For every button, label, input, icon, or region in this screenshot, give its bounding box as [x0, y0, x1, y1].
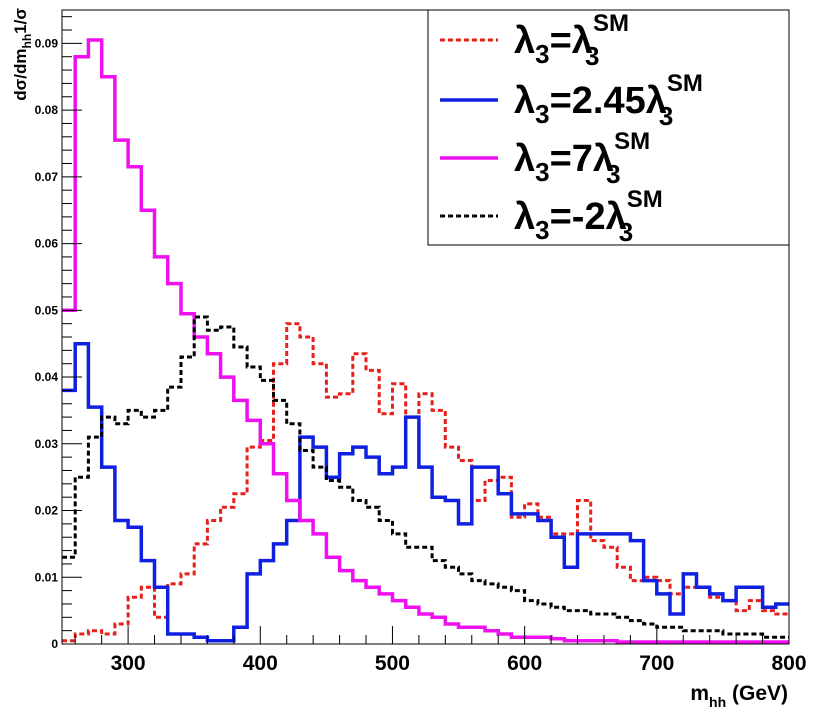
series-layer: [62, 38, 789, 644]
y-tick-label: 0.09: [35, 36, 59, 50]
legend-label: λ3=λSM 3: [514, 10, 629, 71]
series-line-2: [62, 38, 789, 644]
x-tick-label: 400: [243, 652, 278, 675]
series-line-3: [62, 315, 789, 639]
x-tick-label: 700: [639, 652, 674, 675]
y-tick-label: 0.02: [35, 504, 59, 518]
x-tick-label: 300: [111, 652, 146, 675]
y-tick-label: 0.07: [35, 170, 59, 184]
x-axis-title: mhh (GeV): [690, 682, 788, 710]
x-tick-label: 800: [771, 652, 806, 675]
series-line-0: [62, 322, 789, 643]
axes-layer: 300 400 500 600 700 800 0 0.01 0.02 0.03 0.04 0.05 0…: [35, 9, 807, 675]
y-tick-label: 0.01: [35, 570, 59, 584]
legend-label: λ3=7λSM 3: [514, 128, 650, 189]
y-tick-label: 0.03: [35, 437, 59, 451]
y-tick-label: 0: [51, 637, 58, 651]
series-line-1: [62, 341, 789, 643]
x-tick-label: 600: [507, 652, 542, 675]
legend-label: λ3=2.45λSM 3: [514, 70, 703, 131]
y-tick-label: 0.05: [35, 303, 59, 317]
y-tick-label: 0.04: [35, 370, 59, 384]
y-tick-label: 0.06: [35, 237, 59, 251]
plot-frame: [61, 9, 790, 645]
legend-label: λ3=-2λSM 3: [514, 186, 663, 247]
y-axis-title: dσ/dmhh1/σ: [11, 8, 34, 101]
legend: λ3=λSM 3λ3=2.45λSM 3λ3=7λSM 3λ3=-2λSM 3: [427, 9, 790, 247]
y-tick-label: 0.08: [35, 103, 59, 117]
x-tick-label: 500: [375, 652, 410, 675]
